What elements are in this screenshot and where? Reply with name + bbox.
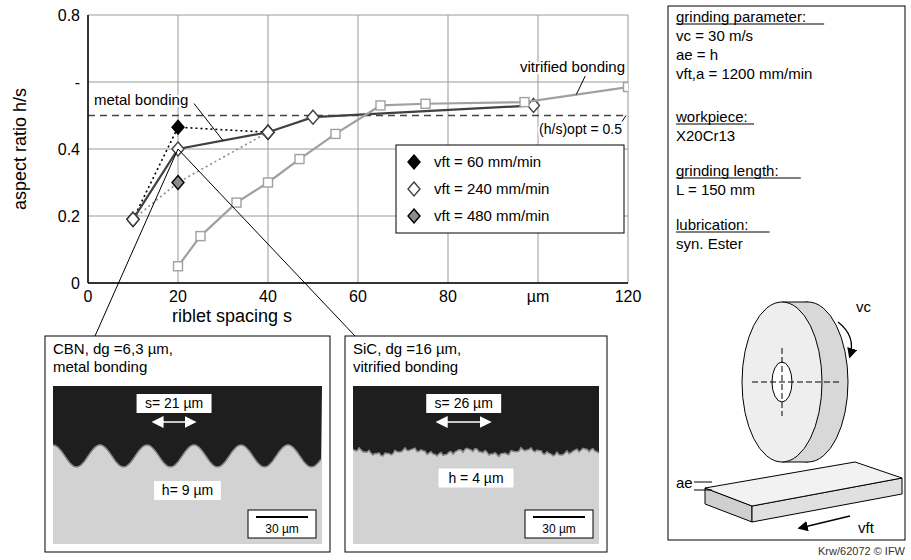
svg-text:vft: vft <box>858 519 875 536</box>
svg-text:CBN, dg =6,3 µm,: CBN, dg =6,3 µm, <box>53 340 173 357</box>
svg-text:0.2: 0.2 <box>58 208 80 225</box>
svg-text:vc = 30 m/s: vc = 30 m/s <box>676 27 753 44</box>
svg-text:h= 9 µm: h= 9 µm <box>162 482 213 498</box>
svg-text:60: 60 <box>349 288 367 305</box>
svg-text:20: 20 <box>169 288 187 305</box>
svg-text:vft,a = 1200 mm/min: vft,a = 1200 mm/min <box>676 65 812 82</box>
svg-text:vitrified bonding: vitrified bonding <box>520 58 625 75</box>
svg-text:grinding parameter:: grinding parameter: <box>676 8 806 25</box>
svg-text:40: 40 <box>259 288 277 305</box>
svg-text:0.4: 0.4 <box>58 141 80 158</box>
svg-text:Krw/62072 © IFW: Krw/62072 © IFW <box>818 545 906 557</box>
svg-text:30 µm: 30 µm <box>265 522 299 536</box>
svg-text:80: 80 <box>439 288 457 305</box>
svg-text:lubrication:: lubrication: <box>676 216 749 233</box>
svg-text:-: - <box>75 74 80 91</box>
svg-text:X20Cr13: X20Cr13 <box>676 127 735 144</box>
svg-text:µm: µm <box>527 288 550 305</box>
svg-text:s= 21 µm: s= 21 µm <box>145 395 203 411</box>
svg-text:workpiece:: workpiece: <box>675 108 748 125</box>
svg-text:L = 150 mm: L = 150 mm <box>676 181 755 198</box>
svg-text:riblet spacing s: riblet spacing s <box>172 306 292 326</box>
svg-text:metal bonding: metal bonding <box>94 91 188 108</box>
svg-text:0: 0 <box>71 275 80 292</box>
svg-text:vft = 480 mm/min: vft = 480 mm/min <box>434 207 549 224</box>
svg-text:syn. Ester: syn. Ester <box>676 235 743 252</box>
svg-text:0.8: 0.8 <box>58 7 80 24</box>
svg-text:30 µm: 30 µm <box>542 522 576 536</box>
svg-text:vc: vc <box>856 298 872 315</box>
svg-text:(h/s)opt = 0.5: (h/s)opt = 0.5 <box>539 121 622 137</box>
svg-text:metal bonding: metal bonding <box>53 358 147 375</box>
svg-text:aspect ratio h/s: aspect ratio h/s <box>10 88 30 210</box>
svg-text:h = 4 µm: h = 4 µm <box>448 470 503 486</box>
svg-text:ae: ae <box>676 474 693 491</box>
svg-text:s= 26 µm: s= 26 µm <box>435 395 493 411</box>
svg-text:120: 120 <box>615 288 642 305</box>
svg-text:grinding length:: grinding length: <box>676 162 779 179</box>
svg-text:vitrified bonding: vitrified bonding <box>353 358 458 375</box>
svg-text:vft = 60 mm/min: vft = 60 mm/min <box>434 153 541 170</box>
svg-text:vft = 240 mm/min: vft = 240 mm/min <box>434 180 549 197</box>
svg-text:SiC, dg =16 µm,: SiC, dg =16 µm, <box>353 340 461 357</box>
svg-text:ae = h: ae = h <box>676 46 718 63</box>
svg-text:0: 0 <box>84 288 93 305</box>
